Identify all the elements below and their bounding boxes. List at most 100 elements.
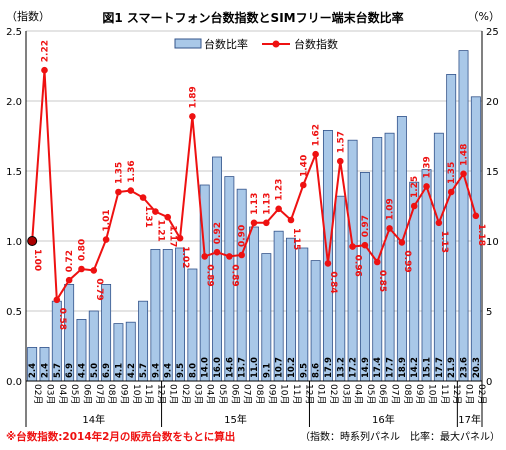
index-point	[127, 187, 135, 194]
index-value-label: 0.97	[361, 215, 371, 237]
bar-value-label: 17.7	[386, 357, 396, 378]
index-point	[226, 253, 233, 260]
index-point	[41, 66, 48, 74]
index-point	[435, 219, 443, 227]
index-line	[27, 66, 480, 304]
index-value-label: 1.21	[155, 220, 165, 242]
chart-title: 図1 スマートフォン台数指数とSIMフリー端末台数比率	[102, 10, 403, 25]
bar	[433, 132, 444, 382]
index-value-label: 1.31	[143, 206, 153, 228]
bar-value-label: 10.7	[275, 357, 285, 378]
x-tick-label: 07月	[94, 384, 105, 404]
index-point	[115, 188, 122, 196]
left-tick-label: 1.5	[6, 167, 22, 178]
bar-value-label: 9.1	[262, 363, 272, 378]
index-point	[176, 234, 184, 242]
index-point	[299, 181, 307, 189]
bar-value-label: 8.0	[188, 363, 198, 378]
bar-value-label: 5.7	[53, 363, 63, 378]
bar-value-label: 18.9	[398, 357, 408, 378]
legend-line-marker	[272, 40, 280, 48]
index-point	[78, 265, 85, 273]
index-point	[152, 208, 159, 215]
bar-value-label: 16.0	[213, 357, 223, 378]
legend-bar-swatch	[174, 38, 202, 49]
bar-value-label: 9.5	[299, 363, 309, 378]
index-point	[324, 260, 332, 267]
bars	[27, 50, 481, 382]
index-value-label: 0.96	[353, 255, 363, 277]
index-point	[238, 251, 245, 259]
index-value-label: 1.18	[476, 224, 486, 246]
bar-value-label: 4.2	[127, 363, 137, 378]
x-tick-label: 12月	[451, 384, 462, 404]
right-tick-label: 0	[486, 377, 492, 388]
legend-bar-label: 台数比率	[204, 37, 248, 51]
left-tick-labels: 0.0 0.5 1.0 1.5 2.0 2.5	[6, 27, 22, 388]
x-tick-label: 01月	[464, 384, 475, 404]
index-point	[275, 205, 282, 213]
right-tick-label: 25	[486, 27, 499, 38]
year-label: 17年	[458, 413, 481, 426]
bar-value-label: 14.6	[225, 357, 235, 378]
index-point	[336, 157, 344, 165]
x-tick-label: 04月	[57, 384, 68, 404]
x-tick-label: 03月	[192, 384, 203, 404]
x-tick-label: 08月	[106, 384, 117, 404]
index-point	[460, 170, 467, 178]
left-tick-label: 2.5	[6, 27, 22, 38]
legend: 台数比率 台数指数	[174, 37, 338, 51]
index-value-label: 1.57	[336, 131, 346, 153]
bar-value-label: 20.3	[472, 357, 482, 378]
index-value-label: 0.72	[65, 250, 75, 272]
index-point	[201, 253, 209, 260]
bar	[458, 50, 469, 382]
index-value-label: 1.39	[423, 156, 433, 178]
index-point	[250, 219, 258, 227]
x-tick-label: 02月	[476, 384, 487, 404]
bar-value-labels: 2.4 2.4 5.7 6.9 4.4 5.0 6.9 4.1 4.2 5.7 9.4 9.4 9.5 8…	[28, 357, 482, 378]
x-tick-label: 03月	[340, 384, 351, 404]
x-tick-label: 09月	[414, 384, 425, 404]
bar-value-label: 23.6	[460, 357, 470, 378]
x-tick-label: 11月	[291, 384, 302, 404]
x-tick-label: 02月	[328, 384, 339, 404]
index-value-label: 1.35	[447, 162, 457, 184]
bar-value-label: 11.0	[250, 357, 260, 378]
bar-value-label: 2.4	[28, 363, 38, 378]
x-tick-label: 05月	[365, 384, 376, 404]
index-point	[263, 219, 270, 227]
index-point	[164, 213, 172, 221]
index-value-label: 1.35	[114, 162, 124, 184]
x-tick-label: 04月	[205, 384, 216, 404]
x-tick-label: 06月	[81, 384, 92, 404]
index-value-label: 1.13	[250, 193, 260, 215]
index-value-label: 1.40	[299, 155, 309, 177]
bar-value-label: 5.7	[139, 363, 149, 378]
index-point	[312, 150, 319, 158]
year-labels: 14年 15年 16年 17年	[25, 381, 483, 427]
bar-value-label: 21.9	[447, 357, 457, 378]
x-tick-label: 10月	[427, 384, 438, 404]
index-value-label: 0.84	[328, 271, 338, 293]
bar-value-label: 17.9	[324, 357, 334, 378]
bar-value-label: 14.0	[201, 357, 211, 378]
index-value-label: 1.13	[262, 193, 272, 215]
x-tick-label: 10月	[131, 384, 142, 404]
x-tick-label: 11月	[439, 384, 450, 404]
bar-value-label: 13.7	[238, 357, 248, 378]
right-axis-label: （%）	[468, 10, 500, 23]
bar	[409, 181, 420, 382]
bar-value-label: 10.2	[287, 357, 297, 378]
x-tick-labels: 02月 03月 04月 05月 06月 07月 08月 09月 10月 11月 12月 01月 02月 0…	[32, 384, 487, 404]
left-tick-label: 1.0	[6, 237, 22, 248]
bar	[446, 74, 457, 382]
bar-value-label: 8.6	[312, 363, 322, 378]
x-tick-label: 06月	[229, 384, 240, 404]
bar-value-label: 2.4	[40, 363, 50, 378]
x-tick-label: 10月	[279, 384, 290, 404]
index-value-label: 1.09	[386, 198, 396, 220]
right-tick-label: 20	[486, 97, 499, 108]
left-tick-label: 0.5	[6, 307, 22, 318]
